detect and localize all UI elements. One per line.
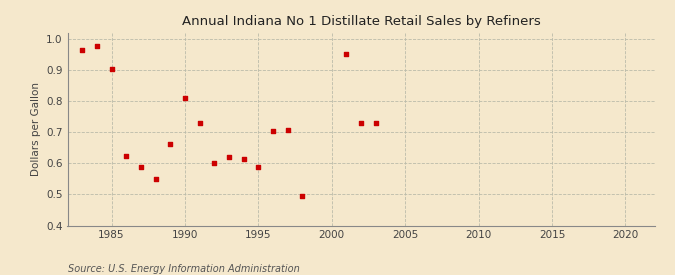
Point (165, 142, 176, 146)
Point (150, 177, 161, 181)
Point (209, 161, 219, 165)
Point (91, 44, 102, 48)
Y-axis label: Dollars per Gallon: Dollars per Gallon (30, 82, 40, 176)
Point (121, 154, 132, 158)
Title: Annual Indiana No 1 Distillate Retail Sales by Refiners: Annual Indiana No 1 Distillate Retail Sa… (182, 15, 541, 28)
Point (341, 52, 352, 56)
Point (282, 128, 293, 133)
Text: Source: U.S. Energy Information Administration: Source: U.S. Energy Information Administ… (68, 264, 299, 274)
Point (194, 120, 205, 125)
Point (77, 48, 88, 52)
Point (356, 120, 367, 125)
Point (223, 155, 234, 159)
Point (180, 95, 190, 100)
Point (106, 67, 117, 71)
Point (267, 129, 278, 134)
Point (238, 157, 249, 161)
Point (136, 165, 146, 169)
Point (371, 120, 381, 125)
Point (297, 194, 308, 199)
Point (253, 165, 264, 169)
